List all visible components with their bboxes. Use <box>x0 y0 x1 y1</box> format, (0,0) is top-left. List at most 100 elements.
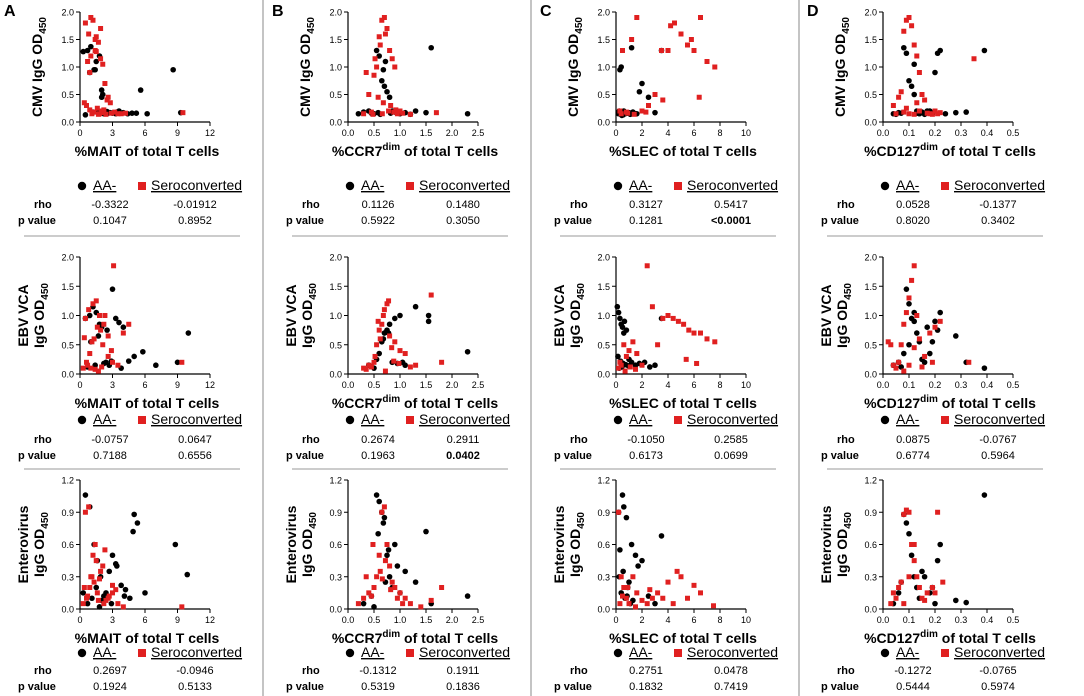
data-point-sero <box>631 111 637 117</box>
y-tick-label: 0.0 <box>61 605 74 615</box>
y-axis-label-subscript: 450 <box>40 283 51 300</box>
data-point-aa <box>397 312 403 319</box>
data-point-sero <box>686 327 692 333</box>
data-point-sero <box>379 509 385 515</box>
panel-d: D CMV IgG OD450 0.0 0.5 1.0 1.5 2.0 0.0 0.1 0.2 0.… <box>807 3 1045 693</box>
data-point-sero <box>916 585 922 590</box>
data-point-sero <box>620 48 625 53</box>
data-point-sero <box>82 509 88 515</box>
data-point-aa <box>379 77 385 84</box>
data-point-sero <box>379 576 385 582</box>
data-point-sero <box>893 595 899 601</box>
legend: AA- Seroconverted <box>880 411 1045 427</box>
data-point-aa <box>376 53 383 59</box>
data-point-aa <box>647 364 653 370</box>
data-point-aa <box>172 541 179 548</box>
rho-aa-value: -0.1272 <box>894 665 931 677</box>
y-tick-label: 1.2 <box>597 476 610 486</box>
data-point-sero <box>81 100 87 106</box>
y-tick-label: 0.0 <box>61 118 74 128</box>
data-point-sero <box>929 111 935 117</box>
data-point-sero <box>102 547 108 553</box>
y-tick-label: 2.0 <box>329 8 342 18</box>
y-axis-label: IgG OD450 <box>834 512 854 577</box>
legend-aa-label: AA- <box>361 644 385 660</box>
data-point-sero <box>377 42 383 48</box>
data-point-sero <box>82 20 88 26</box>
legend-aa-label: AA- <box>93 644 117 660</box>
data-point-sero <box>407 111 413 117</box>
data-point-aa <box>116 319 122 326</box>
data-point-sero <box>381 307 387 313</box>
rho-sero-value: -0.1377 <box>979 199 1016 211</box>
data-point-sero <box>93 298 99 304</box>
data-point-sero <box>392 339 398 345</box>
data-point-sero <box>890 590 896 596</box>
data-point-aa <box>628 44 635 51</box>
y-tick-label: 1.0 <box>864 311 877 321</box>
x-axis-label-main: %CD127 <box>864 630 920 646</box>
data-point-sero <box>674 568 680 574</box>
x-tick-label: 2 <box>639 615 644 625</box>
data-point-sero <box>898 342 904 348</box>
x-tick-label: 0 <box>613 128 618 138</box>
y-axis-label: IgG OD450 <box>31 512 51 577</box>
y-tick-label: 0.6 <box>864 540 877 550</box>
data-point-sero <box>683 356 689 362</box>
data-point-sero <box>649 595 655 601</box>
data-point-sero <box>932 590 938 596</box>
x-tick-label: 12 <box>205 128 215 138</box>
data-point-sero <box>670 315 676 321</box>
rho-sero-value: -0.0946 <box>176 665 213 677</box>
y-tick-label: 1.5 <box>61 35 74 45</box>
data-point-aa <box>386 94 393 101</box>
data-point-sero <box>363 574 369 580</box>
data-point-aa <box>929 339 936 345</box>
data-point-aa <box>375 530 381 537</box>
x-tick-label: 2.5 <box>472 380 485 390</box>
data-point-aa <box>620 568 626 575</box>
stat-label-rho: rho <box>837 199 855 211</box>
y-tick-label: 1.0 <box>597 311 610 321</box>
data-point-aa <box>96 604 103 610</box>
data-point-aa <box>911 61 917 68</box>
p-aa-value: 0.1924 <box>93 681 127 693</box>
x-tick-label: 0.1 <box>903 128 916 138</box>
data-point-sero <box>372 353 378 359</box>
data-point-sero <box>678 31 684 37</box>
data-point-sero <box>363 70 369 75</box>
legend-aa-marker <box>613 415 623 425</box>
data-point-sero <box>630 339 636 345</box>
x-tick-label: 8 <box>717 128 722 138</box>
y-tick-label: 1.5 <box>864 35 877 45</box>
data-point-aa <box>385 547 392 553</box>
legend-aa-label: AA- <box>629 177 653 193</box>
y-tick-label: 0.0 <box>61 370 74 380</box>
x-tick-label: 6 <box>691 128 696 138</box>
plot-ebv: EBV VCA IgG OD450 0.0 0.5 1.0 1.5 2.0 0 3 6 9 12 %MA… <box>15 253 242 470</box>
data-point-aa <box>895 590 902 596</box>
panel-b: B CMV IgG OD450 0.0 0.5 1.0 1.5 2.0 0.0 0.5 1.0 1.… <box>272 3 510 693</box>
data-point-sero <box>626 348 632 354</box>
legend: AA- Seroconverted <box>613 177 778 193</box>
data-point-aa <box>903 286 910 292</box>
data-point-sero <box>387 563 393 569</box>
x-tick-label: 9 <box>175 615 180 625</box>
legend-sero-label: Seroconverted <box>419 177 510 193</box>
data-point-sero <box>906 15 912 20</box>
data-point-sero <box>890 103 896 108</box>
x-axis-label: %SLEC of total T cells <box>609 630 757 646</box>
stats-table: rho p value -0.1272 -0.0765 0.5444 0.5974 <box>821 665 1017 693</box>
data-point-aa <box>131 511 137 518</box>
x-axis-label: %SLEC of total T cells <box>609 143 757 159</box>
y-tick-label: 0.9 <box>329 508 342 518</box>
data-point-sero <box>644 263 650 269</box>
legend-sero-label: Seroconverted <box>151 411 242 427</box>
data-point-sero <box>376 34 382 40</box>
legend-aa-marker <box>345 181 355 191</box>
data-point-sero <box>95 597 101 603</box>
y-tick-label: 0.0 <box>329 605 342 615</box>
data-point-sero <box>101 601 107 607</box>
p-aa-value: 0.7188 <box>93 450 127 462</box>
data-point-sero <box>392 585 398 590</box>
